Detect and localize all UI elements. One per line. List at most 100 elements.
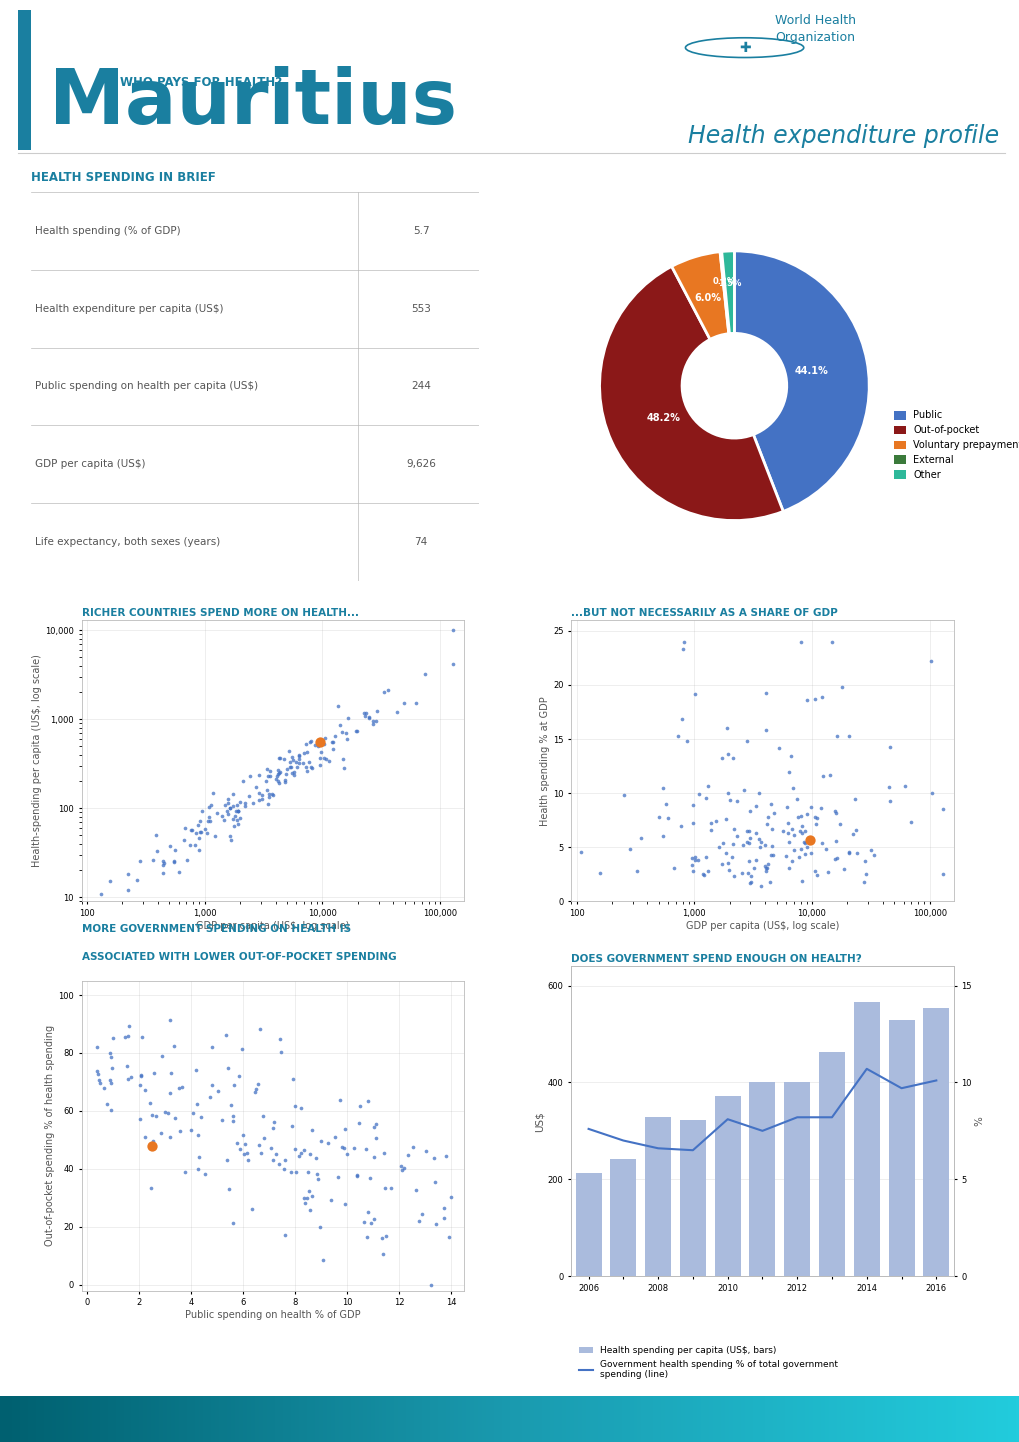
Point	[270, 1152, 286, 1175]
Point	[757, 718, 773, 741]
Point	[282, 1161, 299, 1184]
Point	[154, 861, 170, 884]
Point	[161, 1008, 177, 1031]
Point	[840, 841, 856, 864]
Point	[299, 740, 315, 763]
Point	[256, 1126, 272, 1149]
Point	[200, 810, 216, 833]
Point	[312, 1216, 328, 1239]
Point	[225, 1074, 242, 1097]
Point	[849, 842, 865, 865]
Y-axis label: Out-of-pocket spending % of health spending: Out-of-pocket spending % of health spend…	[46, 1025, 55, 1246]
Point	[222, 823, 238, 846]
Point	[763, 844, 780, 867]
Point	[327, 1126, 343, 1149]
Point	[847, 819, 863, 842]
Point	[440, 1226, 457, 1249]
Point	[96, 1077, 112, 1100]
Point	[714, 832, 731, 855]
Point	[427, 1213, 443, 1236]
Point	[337, 1118, 354, 1141]
Point	[311, 734, 327, 757]
Point	[806, 859, 822, 883]
Point	[741, 799, 757, 822]
Point	[228, 793, 245, 816]
Point	[236, 795, 253, 818]
Point	[690, 783, 706, 806]
Bar	[784, 1083, 809, 1276]
Point	[684, 859, 700, 883]
Point	[828, 725, 845, 748]
Point	[364, 709, 380, 733]
Point	[262, 764, 278, 787]
Point	[808, 806, 824, 829]
Point	[235, 770, 252, 793]
Point	[359, 1090, 375, 1113]
Point	[269, 769, 285, 792]
Point	[299, 760, 315, 783]
Point	[298, 733, 314, 756]
Point	[154, 1044, 170, 1067]
Point	[167, 1106, 183, 1129]
Point	[683, 846, 699, 870]
Point	[250, 1073, 266, 1096]
Point	[416, 662, 432, 685]
Point	[290, 751, 307, 774]
Point	[102, 1041, 118, 1064]
Point	[296, 1187, 312, 1210]
Point	[664, 857, 681, 880]
Point	[170, 1076, 186, 1099]
Point	[292, 1142, 309, 1165]
Point	[436, 1207, 452, 1230]
Point	[742, 864, 758, 887]
X-axis label: Public spending on health % of GDP: Public spending on health % of GDP	[184, 1309, 361, 1319]
Point	[366, 1145, 382, 1168]
Point	[756, 833, 772, 857]
Point	[193, 820, 209, 844]
Point	[120, 1024, 137, 1047]
Point	[230, 1064, 247, 1087]
Point	[795, 831, 811, 854]
Point	[735, 833, 751, 857]
Point	[902, 810, 918, 833]
Wedge shape	[672, 252, 729, 339]
Bar	[714, 1096, 740, 1276]
Point	[417, 1139, 433, 1162]
Point	[697, 786, 713, 809]
Point	[365, 712, 381, 735]
Point	[922, 649, 938, 672]
Point	[740, 832, 756, 855]
Point	[347, 720, 364, 743]
Point	[181, 833, 198, 857]
Point	[317, 747, 333, 770]
Point	[260, 793, 276, 816]
Point	[793, 822, 809, 845]
Point	[316, 733, 332, 756]
Point	[801, 828, 817, 851]
Point	[194, 799, 210, 822]
Point	[785, 839, 801, 862]
Point	[312, 746, 328, 769]
Point	[290, 744, 307, 767]
Point	[224, 782, 240, 805]
Point	[133, 1025, 150, 1048]
Point	[231, 790, 248, 813]
Point	[259, 779, 275, 802]
Point	[260, 786, 276, 809]
Point	[119, 1069, 136, 1092]
Point	[436, 1197, 452, 1220]
Point	[329, 1165, 345, 1188]
Point	[201, 796, 217, 819]
Point	[190, 1158, 206, 1181]
Point	[763, 818, 780, 841]
Point	[248, 1077, 264, 1100]
Point	[796, 832, 812, 855]
Point	[162, 1125, 178, 1148]
Point	[812, 796, 828, 819]
Point	[368, 1126, 384, 1149]
Point	[785, 823, 801, 846]
Point	[162, 1061, 178, 1084]
Point	[753, 831, 769, 854]
Point	[309, 1168, 325, 1191]
Point	[352, 1094, 368, 1118]
